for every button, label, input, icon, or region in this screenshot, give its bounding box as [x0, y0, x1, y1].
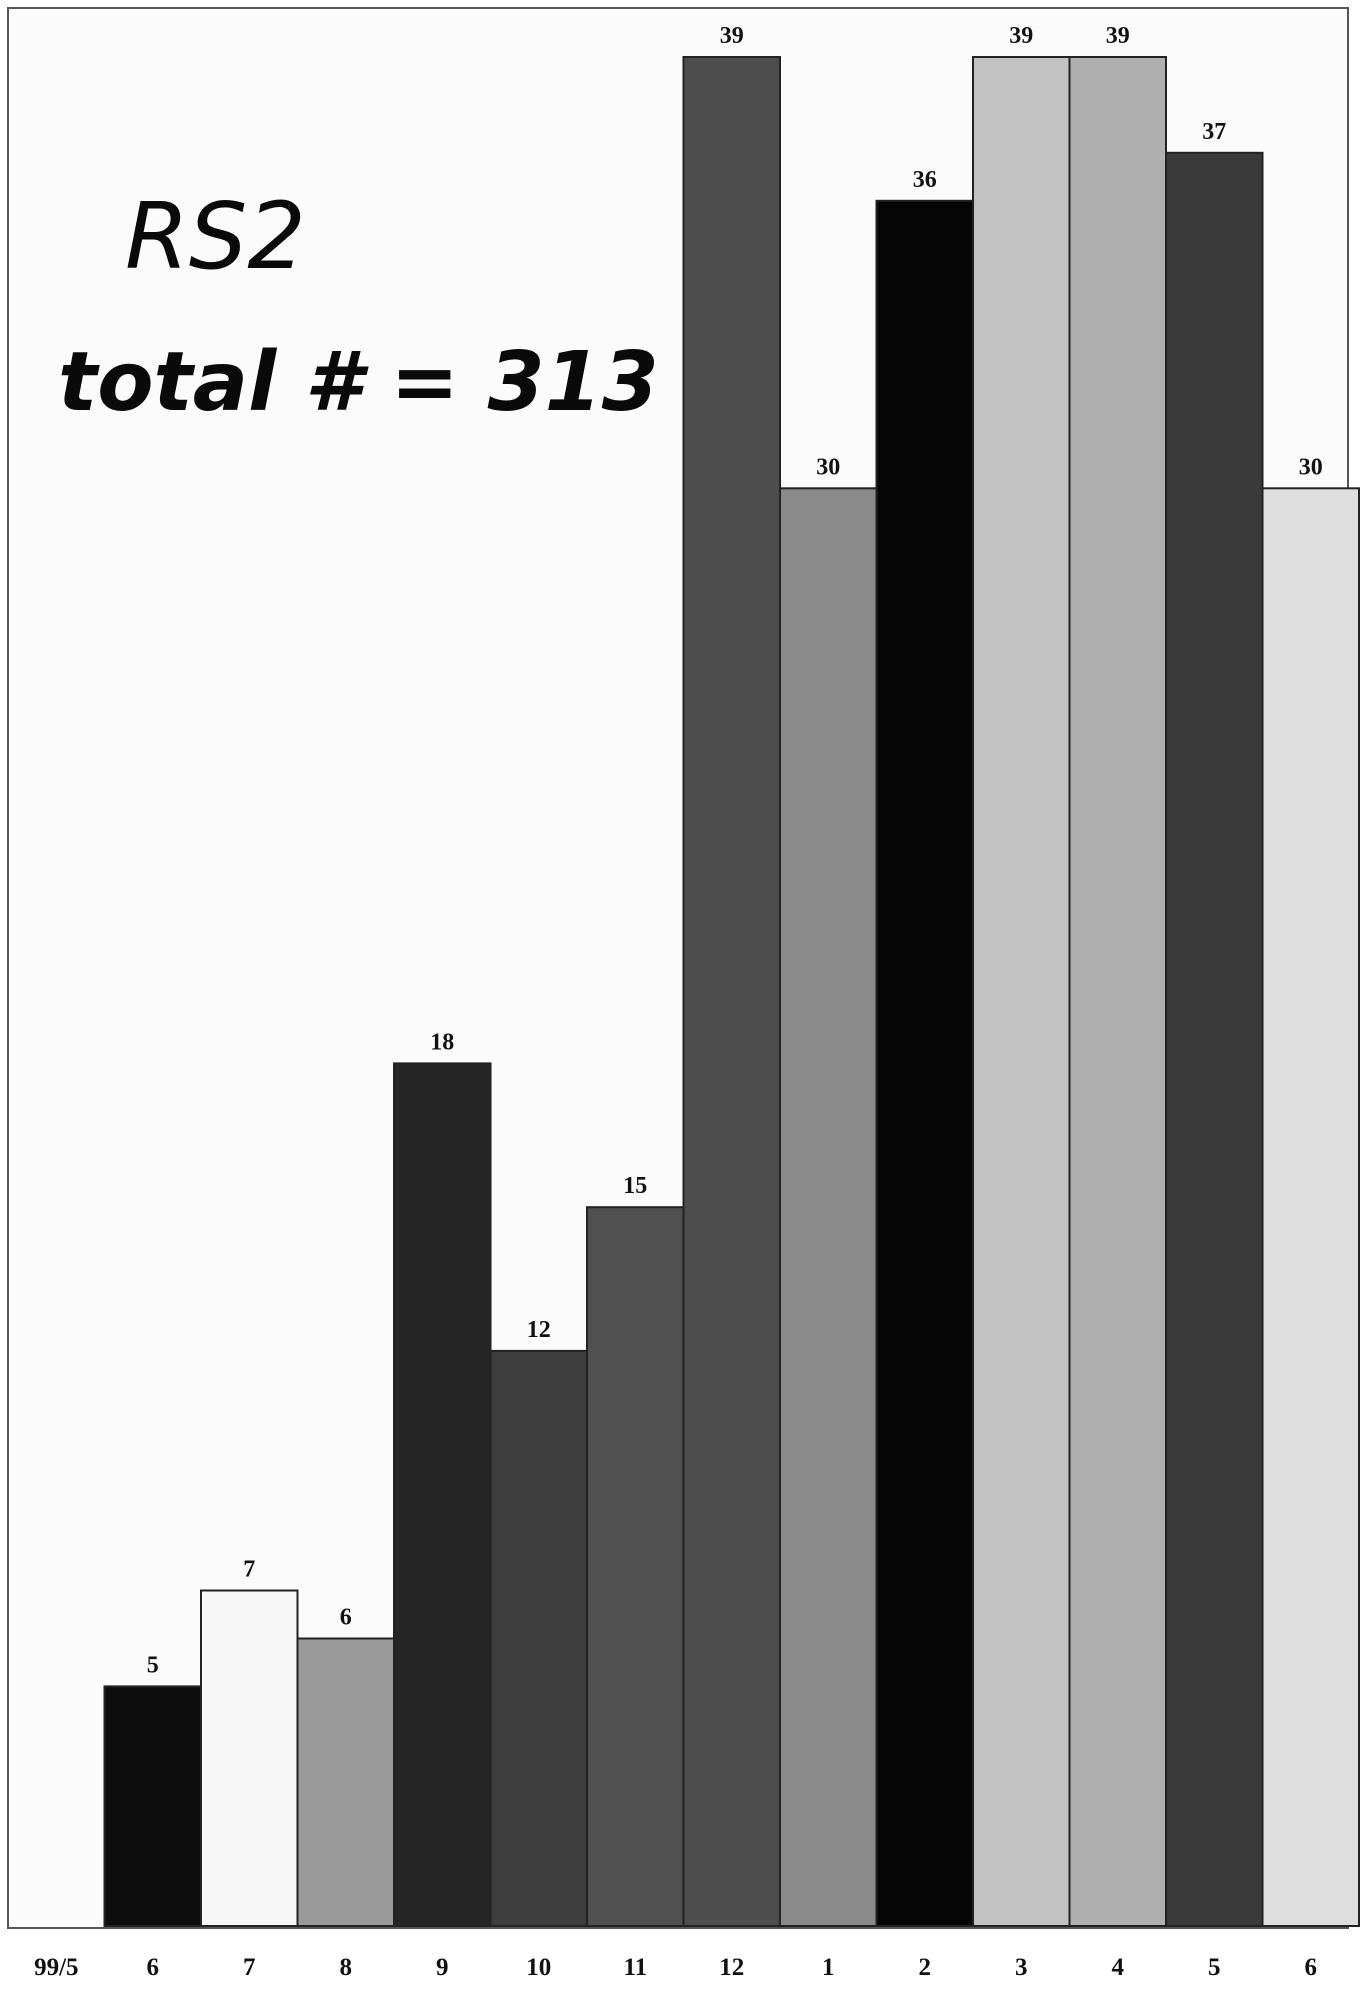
bar-3	[296, 1637, 395, 1927]
data-label-10: 39	[1009, 23, 1033, 49]
x-tick-label-6: 11	[623, 1954, 647, 1981]
x-tick-label-12: 5	[1208, 1954, 1221, 1981]
chart-title: RS2	[125, 183, 306, 290]
x-tick-label-5: 10	[526, 1954, 551, 1981]
x-tick-label-10: 3	[1015, 1954, 1028, 1981]
data-label-2: 7	[243, 1557, 255, 1583]
data-label-6: 15	[623, 1173, 647, 1199]
x-tick-label-0: 99/5	[34, 1954, 78, 1981]
data-labels-layer: 5 7 6 18 12 15 39 30 36 39 39 37 30	[147, 23, 1323, 1678]
bar-9	[875, 199, 974, 1927]
bar-5	[489, 1349, 588, 1927]
bar-13	[1261, 487, 1360, 1927]
x-tick-label-13: 6	[1305, 1954, 1318, 1981]
x-tick-label-8: 1	[822, 1954, 835, 1981]
data-label-9: 36	[913, 167, 937, 193]
data-label-4: 18	[430, 1029, 454, 1055]
data-label-8: 30	[816, 454, 840, 480]
bar-6	[586, 1206, 685, 1927]
data-label-11: 39	[1106, 23, 1130, 49]
x-tick-label-4: 9	[436, 1954, 449, 1981]
data-label-7: 39	[720, 23, 744, 49]
bar-12	[1165, 151, 1264, 1927]
bar-11	[1068, 56, 1167, 1927]
chart-subtitle: total # = 313	[58, 335, 659, 430]
x-tick-label-9: 2	[919, 1954, 932, 1981]
x-tick-label-1: 6	[147, 1954, 160, 1981]
bar-8	[779, 487, 878, 1927]
x-tick-labels-layer: 99/5 6 7 8 9 10 11 12 1 2 3 4 5 6	[34, 1954, 1317, 1981]
bars-layer	[103, 56, 1360, 1928]
bar-1	[103, 1685, 202, 1928]
bar-7	[682, 56, 781, 1927]
x-tick-label-3: 8	[340, 1954, 353, 1981]
data-label-13: 30	[1299, 454, 1323, 480]
bar-4	[393, 1062, 492, 1927]
x-tick-label-11: 4	[1112, 1954, 1125, 1981]
x-tick-label-7: 12	[719, 1954, 744, 1981]
data-label-5: 12	[527, 1317, 551, 1343]
bar-2	[200, 1589, 299, 1927]
x-tick-label-2: 7	[243, 1954, 256, 1981]
bar-10	[972, 56, 1071, 1927]
data-label-12: 37	[1202, 119, 1226, 145]
data-label-1: 5	[147, 1652, 159, 1678]
data-label-3: 6	[340, 1605, 352, 1631]
